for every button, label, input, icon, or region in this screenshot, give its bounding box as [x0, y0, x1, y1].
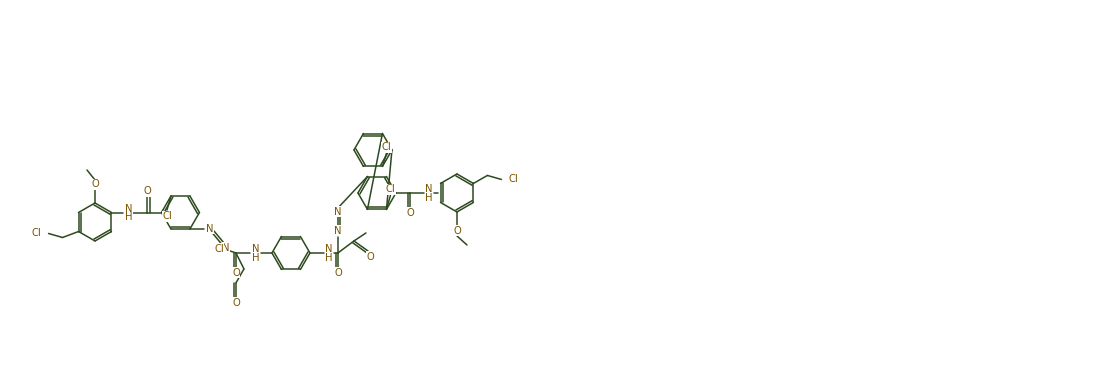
Text: Cl: Cl	[382, 143, 392, 152]
Text: H: H	[252, 253, 260, 263]
Text: N: N	[335, 226, 341, 236]
Text: H: H	[325, 253, 332, 263]
Text: N: N	[252, 244, 260, 254]
Text: Cl: Cl	[32, 229, 42, 238]
Text: N: N	[426, 184, 432, 194]
Text: O: O	[144, 186, 151, 197]
Text: Cl: Cl	[162, 211, 172, 221]
Text: Cl: Cl	[508, 174, 518, 185]
Text: N: N	[335, 207, 341, 217]
Text: O: O	[233, 298, 240, 308]
Text: O: O	[406, 208, 414, 218]
Text: O: O	[366, 252, 374, 262]
Text: Cl: Cl	[385, 184, 395, 194]
Text: N: N	[125, 203, 133, 214]
Text: O: O	[335, 268, 342, 278]
Text: Cl: Cl	[214, 244, 224, 254]
Text: N: N	[325, 244, 332, 254]
Text: H: H	[426, 193, 432, 203]
Text: H: H	[125, 212, 133, 223]
Text: O: O	[91, 179, 99, 189]
Text: O: O	[233, 268, 240, 278]
Text: N: N	[223, 243, 229, 253]
Text: O: O	[453, 226, 461, 236]
Text: N: N	[206, 224, 214, 234]
